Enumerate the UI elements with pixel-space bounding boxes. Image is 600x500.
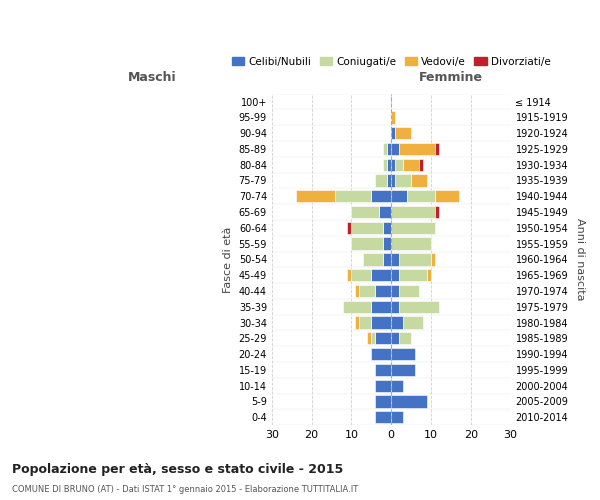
Bar bbox=[391, 411, 403, 424]
Bar bbox=[407, 190, 435, 202]
Bar bbox=[399, 285, 419, 297]
Bar bbox=[391, 174, 395, 186]
Bar bbox=[371, 316, 391, 328]
Bar bbox=[399, 143, 435, 155]
Bar bbox=[383, 254, 391, 266]
Bar bbox=[387, 158, 391, 171]
Bar bbox=[395, 127, 411, 140]
Bar bbox=[352, 238, 383, 250]
Bar bbox=[391, 316, 403, 328]
Bar bbox=[391, 269, 399, 281]
Bar bbox=[343, 300, 371, 313]
Bar bbox=[296, 190, 335, 202]
Bar bbox=[375, 380, 391, 392]
Bar bbox=[391, 380, 403, 392]
Bar bbox=[391, 111, 395, 124]
Bar bbox=[371, 300, 391, 313]
Bar bbox=[399, 269, 427, 281]
Bar bbox=[427, 269, 431, 281]
Bar bbox=[391, 127, 395, 140]
Bar bbox=[395, 174, 411, 186]
Bar bbox=[383, 222, 391, 234]
Bar bbox=[371, 190, 391, 202]
Bar bbox=[387, 143, 391, 155]
Bar bbox=[375, 411, 391, 424]
Bar bbox=[391, 348, 415, 360]
Bar bbox=[391, 190, 407, 202]
Bar bbox=[352, 222, 383, 234]
Bar bbox=[391, 222, 435, 234]
Bar bbox=[399, 300, 439, 313]
Bar bbox=[419, 158, 423, 171]
Bar bbox=[364, 254, 383, 266]
Bar bbox=[435, 206, 439, 218]
Bar bbox=[411, 174, 427, 186]
Bar bbox=[435, 190, 459, 202]
Bar bbox=[375, 332, 391, 344]
Bar bbox=[391, 254, 399, 266]
Bar bbox=[347, 222, 352, 234]
Bar bbox=[371, 348, 391, 360]
Bar bbox=[391, 143, 399, 155]
Bar bbox=[359, 285, 375, 297]
Text: Femmine: Femmine bbox=[419, 70, 483, 84]
Bar bbox=[387, 174, 391, 186]
Bar bbox=[395, 158, 403, 171]
Bar bbox=[399, 332, 411, 344]
Bar bbox=[355, 316, 359, 328]
Bar bbox=[403, 316, 423, 328]
Bar bbox=[359, 316, 371, 328]
Bar bbox=[391, 396, 427, 407]
Bar bbox=[347, 269, 352, 281]
Bar bbox=[371, 269, 391, 281]
Bar bbox=[391, 364, 415, 376]
Bar bbox=[352, 269, 371, 281]
Bar bbox=[391, 206, 435, 218]
Legend: Celibi/Nubili, Coniugati/e, Vedovi/e, Divorziati/e: Celibi/Nubili, Coniugati/e, Vedovi/e, Di… bbox=[227, 52, 555, 71]
Bar bbox=[375, 285, 391, 297]
Bar bbox=[391, 300, 399, 313]
Bar bbox=[435, 143, 439, 155]
Y-axis label: Anni di nascita: Anni di nascita bbox=[575, 218, 585, 300]
Bar bbox=[391, 158, 395, 171]
Bar bbox=[403, 158, 419, 171]
Text: Popolazione per età, sesso e stato civile - 2015: Popolazione per età, sesso e stato civil… bbox=[12, 462, 343, 475]
Text: COMUNE DI BRUNO (AT) - Dati ISTAT 1° gennaio 2015 - Elaborazione TUTTITALIA.IT: COMUNE DI BRUNO (AT) - Dati ISTAT 1° gen… bbox=[12, 486, 358, 494]
Bar bbox=[383, 143, 387, 155]
Bar bbox=[355, 285, 359, 297]
Bar bbox=[335, 190, 371, 202]
Text: Maschi: Maschi bbox=[128, 70, 177, 84]
Bar bbox=[367, 332, 371, 344]
Bar bbox=[383, 238, 391, 250]
Bar bbox=[383, 158, 387, 171]
Bar bbox=[391, 285, 399, 297]
Bar bbox=[399, 254, 431, 266]
Bar bbox=[391, 238, 431, 250]
Y-axis label: Fasce di età: Fasce di età bbox=[223, 226, 233, 292]
Bar bbox=[391, 332, 399, 344]
Bar bbox=[375, 174, 387, 186]
Bar bbox=[352, 206, 379, 218]
Bar bbox=[431, 254, 435, 266]
Bar bbox=[375, 364, 391, 376]
Bar bbox=[371, 332, 375, 344]
Bar bbox=[375, 396, 391, 407]
Bar bbox=[379, 206, 391, 218]
